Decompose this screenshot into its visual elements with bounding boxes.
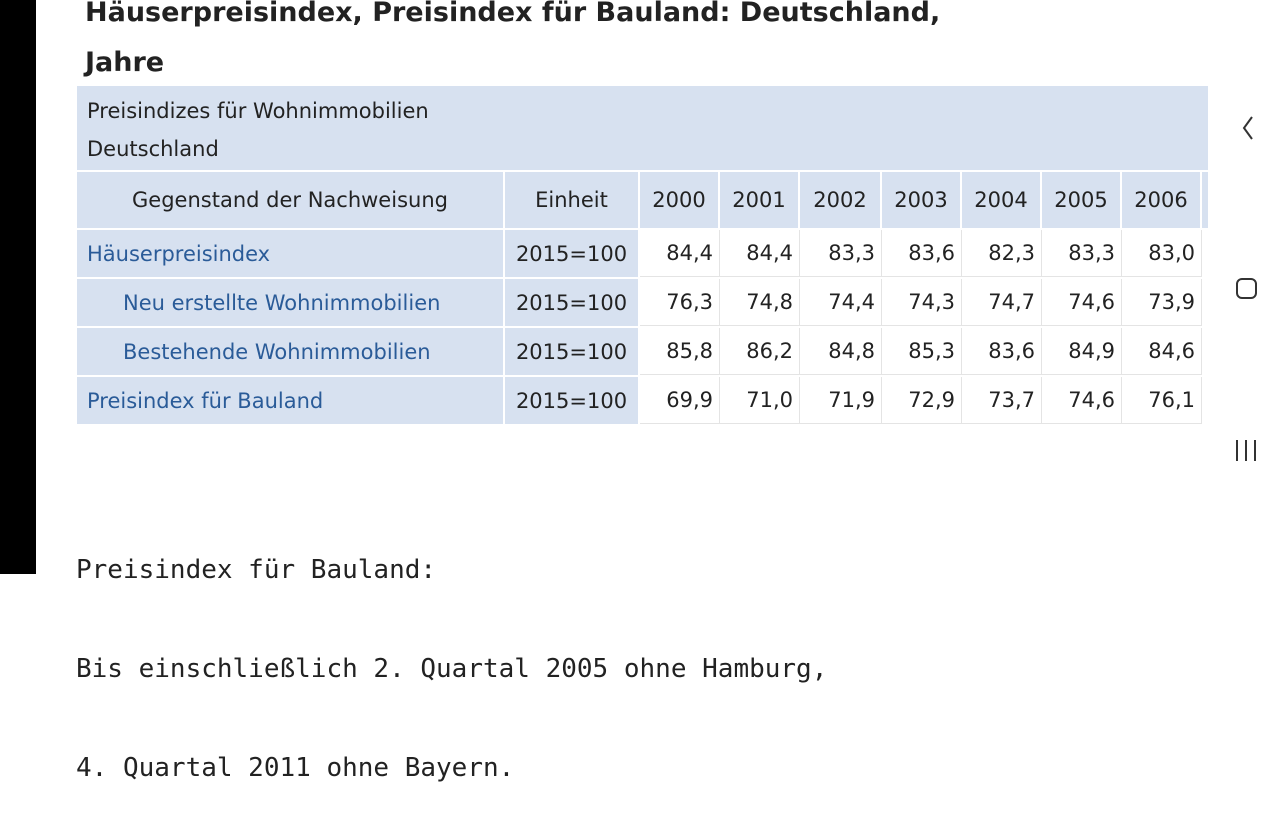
- column-header: Gegenstand der Nachweisung: [77, 172, 505, 228]
- column-header: 2002: [800, 172, 882, 228]
- value-cell: 74,4: [800, 279, 882, 326]
- footnote-line: 4. Quartal 2011 ohne Bayern.: [76, 753, 515, 783]
- value-cell: 83,6: [962, 328, 1042, 375]
- value-cell: 71,9: [800, 377, 882, 424]
- row-label[interactable]: Neu erstellte Wohnimmobilien: [77, 279, 505, 326]
- column-header: 2000: [640, 172, 720, 228]
- value-cell: 84,6: [1122, 328, 1202, 375]
- back-button[interactable]: [1242, 116, 1253, 140]
- footnote: Preisindex für Bauland: Bis einschließli…: [76, 488, 827, 818]
- value-cell: 74,3: [882, 279, 962, 326]
- value-cell: 82,3: [962, 230, 1042, 277]
- column-header: 2006: [1122, 172, 1202, 228]
- page-title: Häuserpreisindex, Preisindex für Bauland…: [85, 0, 940, 88]
- row-label[interactable]: Preisindex für Bauland: [77, 377, 505, 424]
- caption-line: Preisindizes für Wohnimmobilien: [87, 99, 429, 123]
- value-cell: 84,8: [800, 328, 882, 375]
- value-cell: 85,8: [640, 328, 720, 375]
- unit-cell: 2015=100: [505, 230, 640, 277]
- title-line: Häuserpreisindex, Preisindex für Bauland…: [85, 0, 941, 28]
- unit-cell: 2015=100: [505, 377, 640, 424]
- caption-line: Deutschland: [87, 137, 219, 161]
- value-cell: 73,9: [1122, 279, 1202, 326]
- value-cell: 74,6: [1042, 279, 1122, 326]
- row-label[interactable]: Häuserpreisindex: [77, 230, 505, 277]
- column-header: 2003: [882, 172, 962, 228]
- value-cell: 84,4: [640, 230, 720, 277]
- column-header: Einheit: [505, 172, 640, 228]
- value-cell: 72,9: [882, 377, 962, 424]
- value-cell: 71,0: [720, 377, 800, 424]
- column-header: [1202, 172, 1208, 228]
- unit-cell: 2015=100: [505, 328, 640, 375]
- value-cell: 83,6: [882, 230, 962, 277]
- value-cell: 76,3: [640, 279, 720, 326]
- table-caption: Preisindizes für Wohnimmobilien Deutschla…: [77, 86, 1208, 170]
- value-cell: 83,3: [1042, 230, 1122, 277]
- table: Preisindizes für Wohnimmobilien Deutschla…: [77, 86, 1208, 426]
- value-cell: 73,7: [962, 377, 1042, 424]
- column-header: 2001: [720, 172, 800, 228]
- value-cell: 74,7: [962, 279, 1042, 326]
- value-cell: 84,9: [1042, 328, 1122, 375]
- value-cell: 86,2: [720, 328, 800, 375]
- value-cell: 74,8: [720, 279, 800, 326]
- value-cell: 84,4: [720, 230, 800, 277]
- value-cell: 69,9: [640, 377, 720, 424]
- row-label[interactable]: Bestehende Wohnimmobilien: [77, 328, 505, 375]
- value-cell: 76,1: [1122, 377, 1202, 424]
- column-header: 2005: [1042, 172, 1122, 228]
- black-edge: [0, 0, 36, 574]
- unit-cell: 2015=100: [505, 279, 640, 326]
- recents-button[interactable]: [1236, 440, 1256, 461]
- home-button[interactable]: [1236, 278, 1257, 299]
- page: Häuserpreisindex, Preisindex für Bauland…: [0, 0, 1257, 783]
- footnote-line: Bis einschließlich 2. Quartal 2005 ohne …: [76, 654, 828, 684]
- footnote-line: Preisindex für Bauland:: [76, 555, 437, 585]
- value-cell: 85,3: [882, 328, 962, 375]
- title-line: Jahre: [85, 47, 165, 78]
- value-cell: 83,0: [1122, 230, 1202, 277]
- column-header: 2004: [962, 172, 1042, 228]
- nav-bar: [1236, 116, 1257, 461]
- value-cell: 74,6: [1042, 377, 1122, 424]
- value-cell: 83,3: [800, 230, 882, 277]
